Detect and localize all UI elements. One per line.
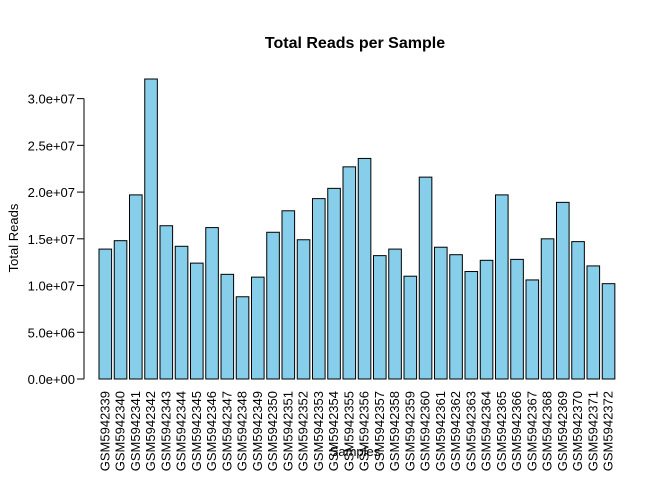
bar	[98, 248, 113, 380]
x-tick-label: GSM5942349	[250, 391, 265, 471]
x-tick-label: GSM5942364	[479, 391, 494, 471]
x-tick-label: GSM5942340	[113, 391, 128, 471]
y-tick-label: 1.5e+07	[28, 232, 75, 247]
x-tick-label: GSM5942363	[463, 391, 478, 471]
bar	[342, 166, 357, 380]
bar	[266, 231, 280, 380]
x-tick-label: GSM5942354	[326, 391, 341, 471]
x-tick-label: GSM5942372	[601, 391, 616, 471]
x-tick-label: GSM5942360	[418, 391, 433, 471]
x-tick-label: GSM5942355	[341, 391, 356, 471]
x-tick-label: GSM5942345	[189, 391, 204, 471]
x-tick-label: GSM5942358	[387, 391, 402, 471]
x-tick-label: GSM5942368	[540, 391, 555, 471]
bar	[556, 201, 570, 380]
y-axis-label: Total Reads	[6, 203, 21, 272]
bar	[540, 238, 555, 380]
x-tick-label: GSM5942344	[174, 391, 189, 471]
chart-title: Total Reads per Sample	[265, 35, 445, 52]
bar	[281, 210, 296, 380]
bar	[113, 240, 128, 380]
bar	[129, 194, 143, 380]
x-tick-label: GSM5942343	[158, 391, 173, 471]
bar	[205, 227, 219, 380]
bar	[403, 275, 418, 380]
bar	[479, 259, 494, 380]
bar	[449, 254, 463, 380]
bar	[235, 296, 250, 380]
bar	[418, 176, 433, 380]
bar	[373, 255, 387, 380]
y-tick-label: 3.0e+07	[28, 92, 75, 107]
bars	[98, 78, 616, 380]
x-tick-label: GSM5942341	[128, 391, 143, 471]
x-tick-label: GSM5942351	[280, 391, 295, 471]
x-tick-label: GSM5942361	[433, 391, 448, 471]
y-tick-label: 2.5e+07	[28, 138, 75, 153]
x-tick-label: GSM5942371	[585, 391, 600, 471]
bar	[495, 194, 509, 380]
x-tick-label: GSM5942362	[448, 391, 463, 471]
bar	[220, 273, 235, 380]
bar	[159, 225, 174, 380]
bar	[357, 157, 372, 380]
x-tick-label: GSM5942342	[143, 391, 158, 471]
bar	[601, 283, 616, 380]
x-axis-tick-labels: GSM5942339 GSM5942340 GSM5942341 GSM5942342…	[97, 391, 615, 471]
x-tick-label: GSM5942352	[296, 391, 311, 471]
x-tick-label: GSM5942356	[357, 391, 372, 471]
x-tick-label: GSM5942369	[555, 391, 570, 471]
x-tick-label: GSM5942366	[509, 391, 524, 471]
y-tick-label: 2.0e+07	[28, 185, 75, 200]
x-tick-label: GSM5942357	[372, 391, 387, 471]
bar	[296, 239, 311, 380]
x-tick-label: GSM5942350	[265, 391, 280, 471]
bar	[525, 279, 540, 380]
bar	[251, 276, 265, 380]
bar	[510, 258, 524, 380]
bar	[586, 265, 601, 380]
x-tick-label: GSM5942339	[97, 391, 112, 471]
x-tick-label: GSM5942353	[311, 391, 326, 471]
y-tick-label: 1.0e+07	[28, 279, 75, 294]
bar	[144, 78, 158, 380]
x-tick-label: GSM5942348	[235, 391, 250, 471]
bar	[464, 271, 479, 380]
x-tick-label: GSM5942346	[204, 391, 219, 471]
x-tick-label: GSM5942370	[570, 391, 585, 471]
x-tick-label: GSM5942365	[494, 391, 509, 471]
bar	[388, 248, 402, 380]
bar	[434, 246, 448, 380]
y-axis: 0.0e+00 5.0e+06 1.0e+07 1.5e+07 2.0e+07 2.5e+…	[28, 92, 85, 387]
x-tick-label: GSM5942347	[219, 391, 234, 471]
x-axis-label: Samples	[330, 444, 381, 459]
bar	[312, 198, 326, 380]
y-tick-label: 0.0e+00	[28, 372, 75, 387]
bar	[190, 262, 204, 380]
bar	[174, 245, 189, 380]
bar	[327, 187, 341, 380]
bar	[571, 241, 585, 380]
y-tick-label: 5.0e+06	[28, 325, 75, 340]
x-tick-label: GSM5942367	[524, 391, 539, 471]
x-tick-label: GSM5942359	[402, 391, 417, 471]
